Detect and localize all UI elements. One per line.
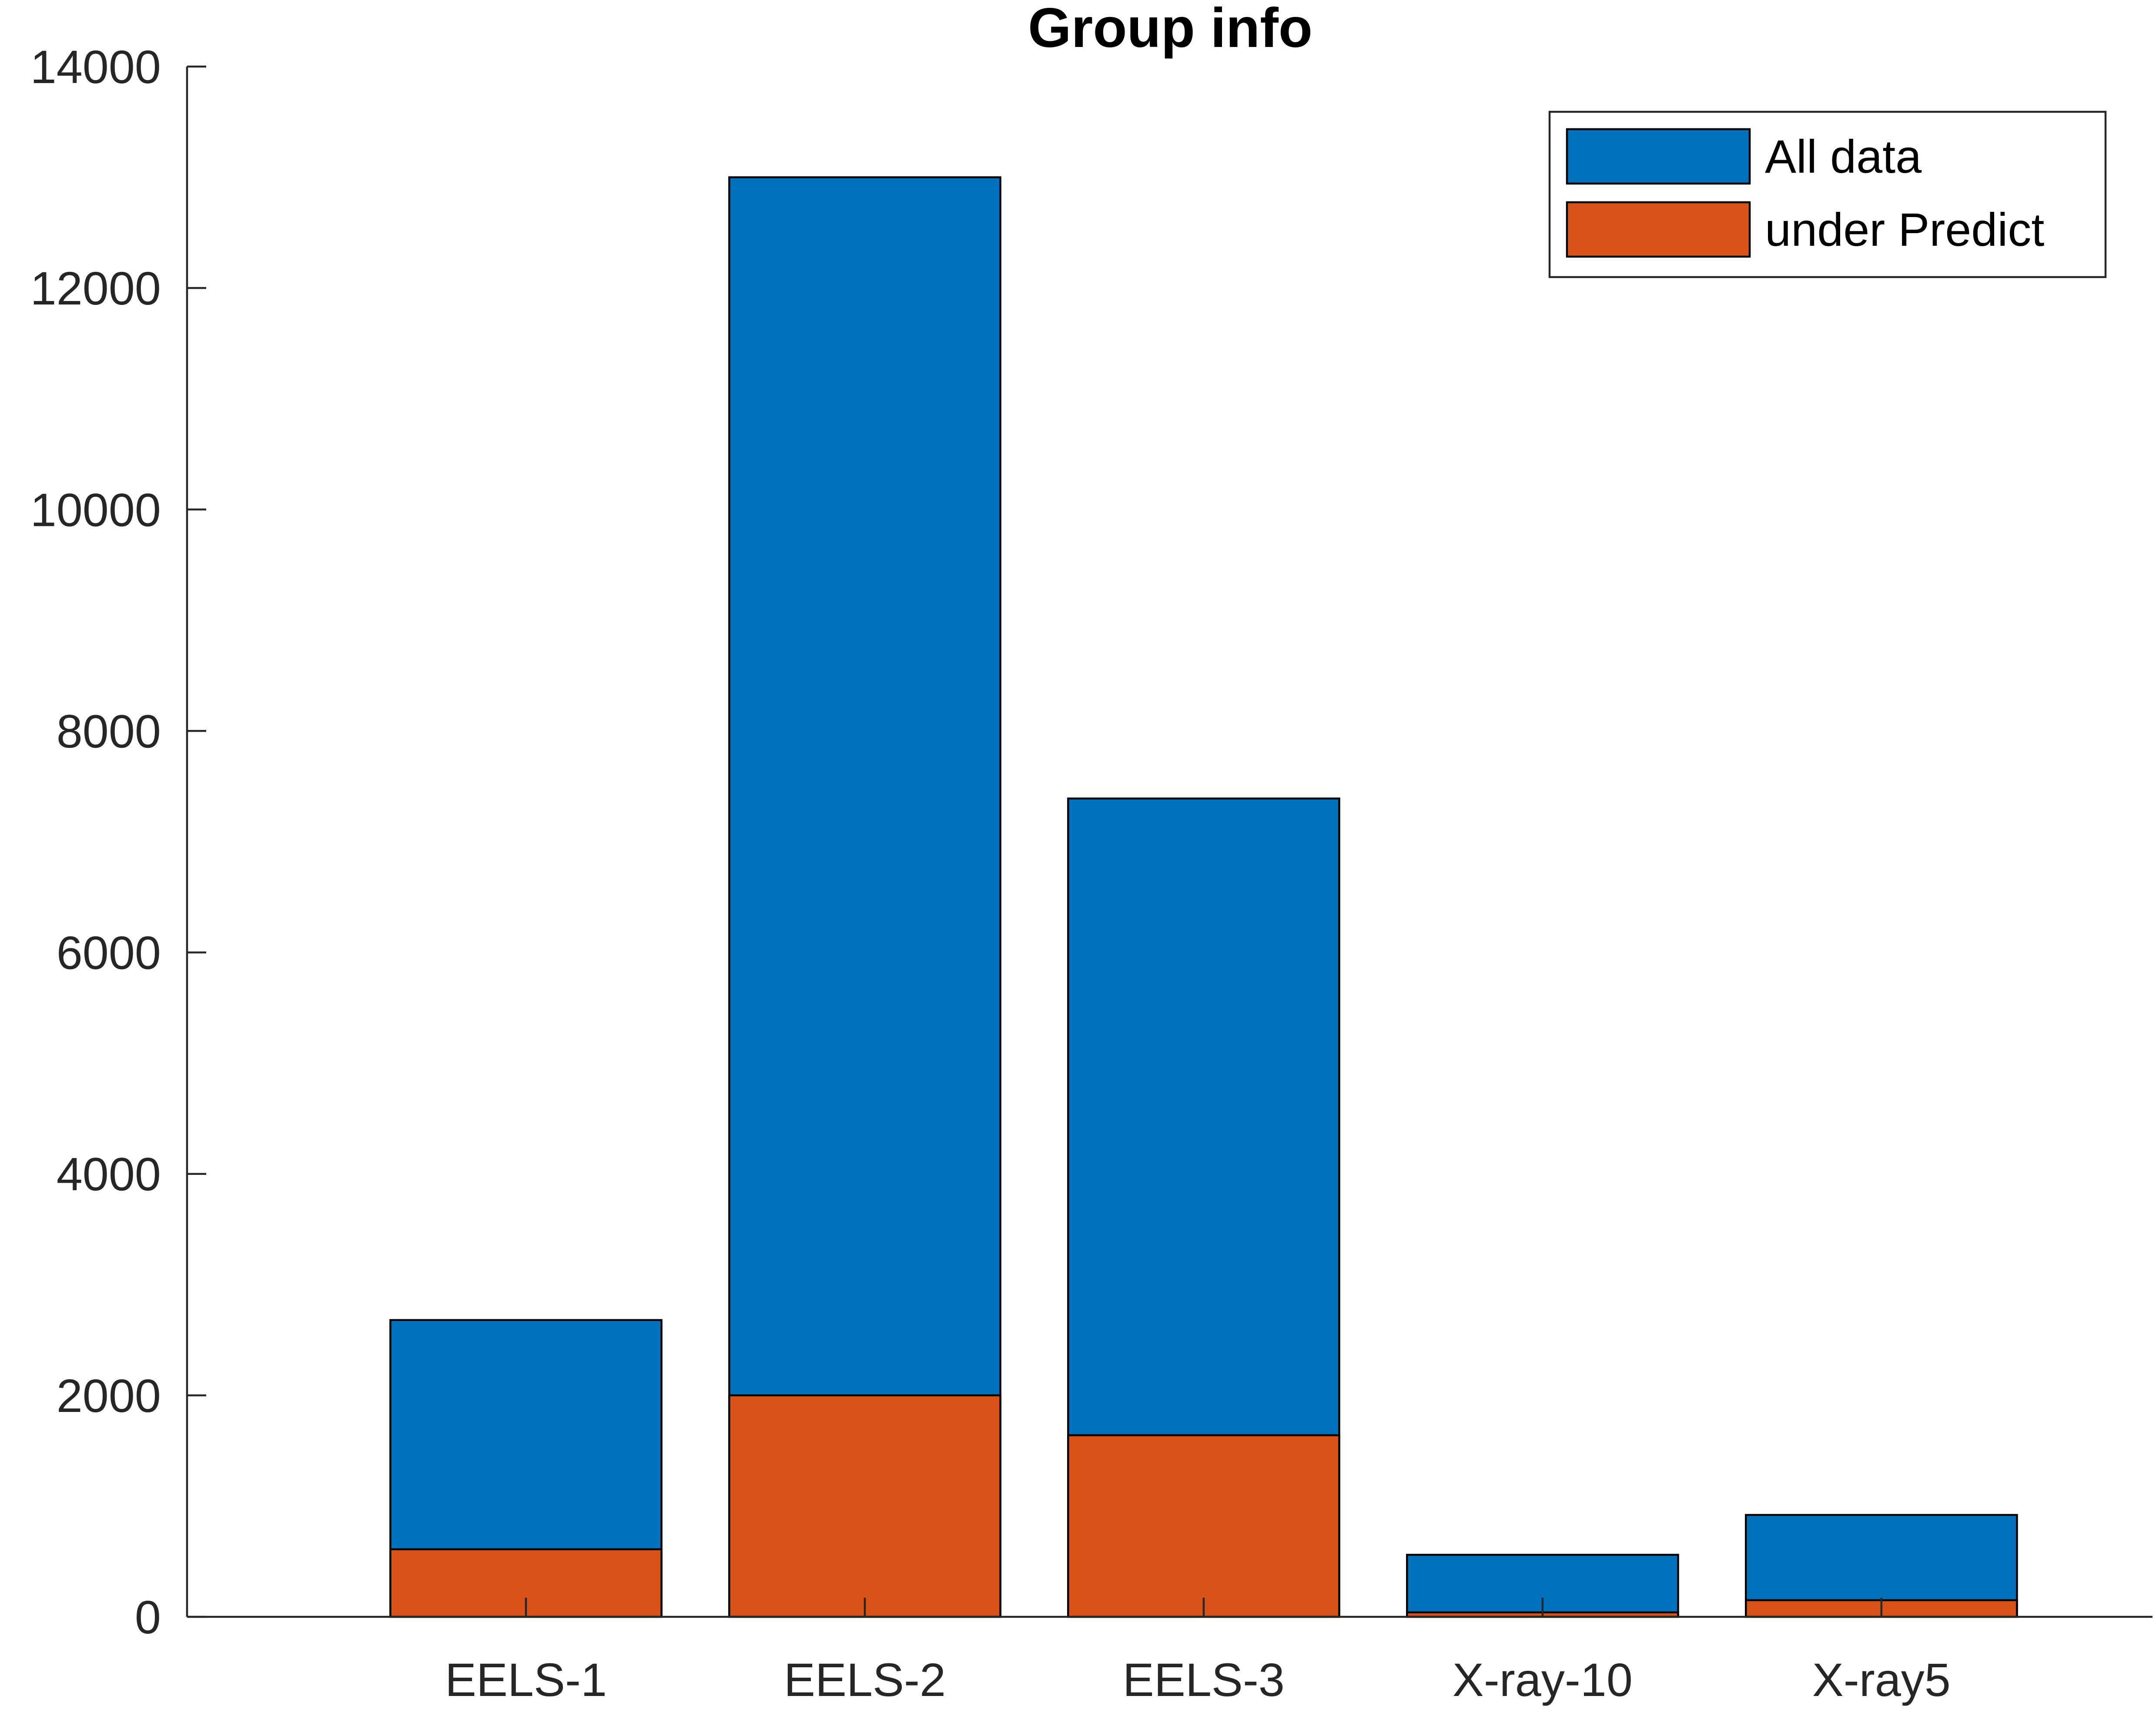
y-tick-label: 10000 <box>30 483 161 536</box>
x-tick-label: X-ray-10 <box>1453 1653 1633 1706</box>
y-tick-label: 12000 <box>30 262 161 314</box>
y-tick-label: 0 <box>135 1591 161 1643</box>
x-tick-label: EELS-2 <box>784 1653 946 1706</box>
y-tick-label: 6000 <box>57 927 161 979</box>
x-tick-label: EELS-1 <box>445 1653 607 1706</box>
legend-label: All data <box>1765 130 1922 183</box>
legend-swatch <box>1566 201 1751 258</box>
legend-label: under Predict <box>1765 203 2044 256</box>
y-tick-label: 2000 <box>57 1369 161 1422</box>
legend: All data under Predict <box>1548 110 2107 278</box>
bar-under-predict-eels-2 <box>728 1394 1001 1618</box>
bar-under-predict-eels-3 <box>1067 1434 1340 1618</box>
bars-layer <box>389 176 2018 1618</box>
axes-layer: 0 2000 4000 6000 8000 10000 12000 14000 EELS-1 EE… <box>30 40 2153 1706</box>
chart-title: Group info <box>1028 0 1312 59</box>
x-tick-label: EELS-3 <box>1123 1653 1285 1706</box>
y-tick-label: 14000 <box>30 40 161 93</box>
y-tick-label: 8000 <box>57 705 161 757</box>
x-tick-label: X-ray5 <box>1812 1653 1951 1706</box>
bar-all-data-eels-2 <box>728 176 1001 1618</box>
y-tick-label: 4000 <box>57 1148 161 1201</box>
legend-swatch <box>1566 128 1751 185</box>
